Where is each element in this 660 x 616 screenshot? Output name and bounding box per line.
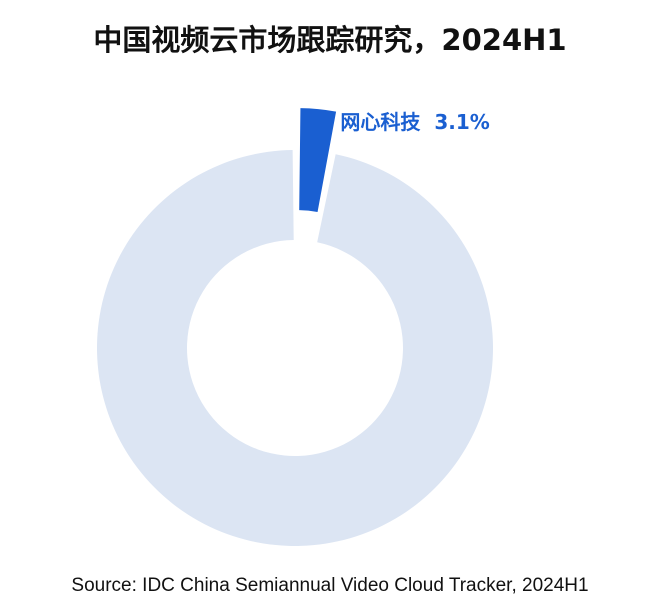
chart-title: 中国视频云市场跟踪研究，2024H1 — [93, 23, 566, 57]
source-note: Source: IDC China Semiannual Video Cloud… — [71, 575, 588, 596]
slice-value-label: 3.1% — [434, 110, 489, 134]
donut-slice — [299, 108, 337, 212]
slice-category: 网心科技 — [340, 110, 421, 134]
slice-label: 网心科技 3.1% — [340, 110, 489, 134]
donut-slice — [97, 150, 494, 546]
